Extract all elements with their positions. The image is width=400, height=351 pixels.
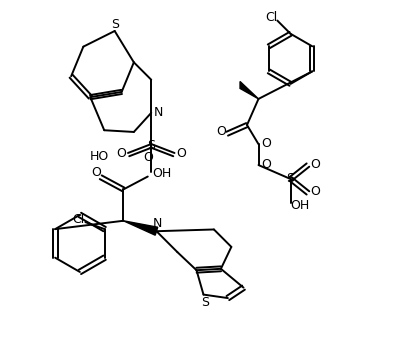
Text: S: S — [201, 296, 209, 309]
Text: O: O — [143, 151, 153, 164]
Text: O: O — [311, 185, 320, 198]
Text: N: N — [154, 106, 163, 119]
Text: Cl: Cl — [72, 213, 85, 226]
Text: O: O — [311, 158, 320, 171]
Text: S: S — [286, 172, 294, 185]
Text: Cl: Cl — [265, 11, 277, 24]
Polygon shape — [240, 81, 258, 99]
Text: OH: OH — [152, 167, 171, 180]
Text: O: O — [216, 125, 226, 139]
Text: S: S — [147, 139, 155, 152]
Text: O: O — [176, 147, 186, 160]
Polygon shape — [123, 221, 158, 235]
Text: O: O — [91, 166, 101, 179]
Text: S: S — [111, 18, 119, 31]
Text: HO: HO — [90, 150, 109, 163]
Text: O: O — [261, 137, 271, 150]
Text: OH: OH — [291, 199, 310, 212]
Text: N: N — [153, 217, 162, 230]
Text: O: O — [117, 147, 126, 160]
Text: O: O — [261, 158, 271, 171]
